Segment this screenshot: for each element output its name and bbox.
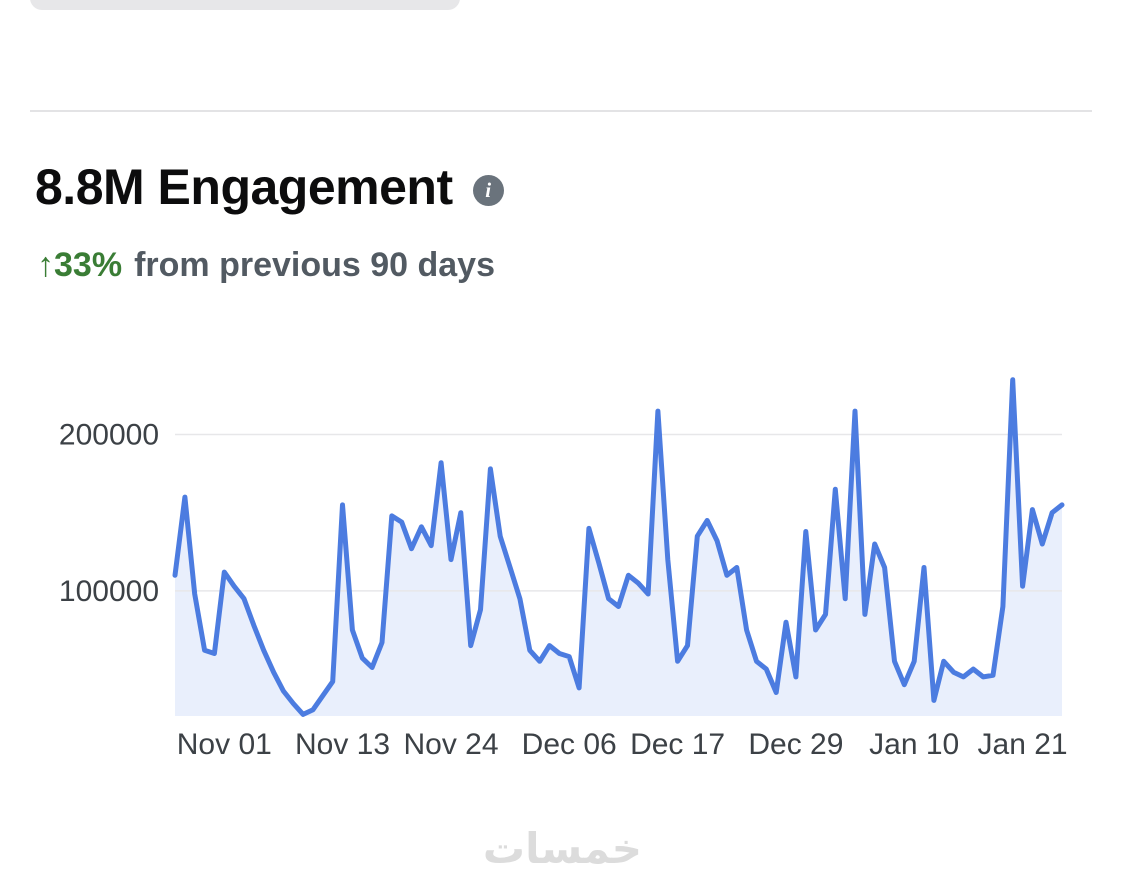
y-axis-label: 200000 — [59, 419, 159, 452]
chart-line — [172, 377, 1065, 717]
delta-percent: ↑33% — [37, 246, 123, 284]
watermark-khamsat: خمسات — [482, 824, 643, 873]
x-axis-label: Dec 29 — [748, 728, 843, 761]
x-axis-label: Nov 13 — [295, 728, 390, 761]
metric-title: 8.8M Engagement — [35, 159, 453, 215]
x-axis-label: Dec 06 — [522, 728, 617, 761]
section-divider — [30, 110, 1092, 112]
delta-caption: from previous 90 days — [134, 246, 495, 284]
info-icon-glyph: i — [485, 178, 492, 202]
chart-area-fill — [175, 379, 1062, 716]
y-axis-label: 100000 — [59, 575, 159, 608]
x-axis-label: Jan 10 — [869, 728, 959, 761]
x-axis-label: Dec 17 — [630, 728, 725, 761]
metric-delta: ↑33% from previous 90 days — [37, 245, 495, 286]
metric-header: 8.8M Engagement i — [35, 160, 504, 215]
info-icon[interactable]: i — [472, 175, 504, 206]
x-axis-label: Jan 21 — [978, 728, 1068, 761]
top-control-partial — [30, 0, 460, 10]
x-axis-label: Nov 24 — [403, 728, 498, 761]
x-axis-label: Nov 01 — [177, 728, 272, 761]
engagement-chart[interactable]: 100000 200000 Nov 01 Nov 13 Nov 24 Dec 06 Dec … — [0, 358, 1125, 788]
